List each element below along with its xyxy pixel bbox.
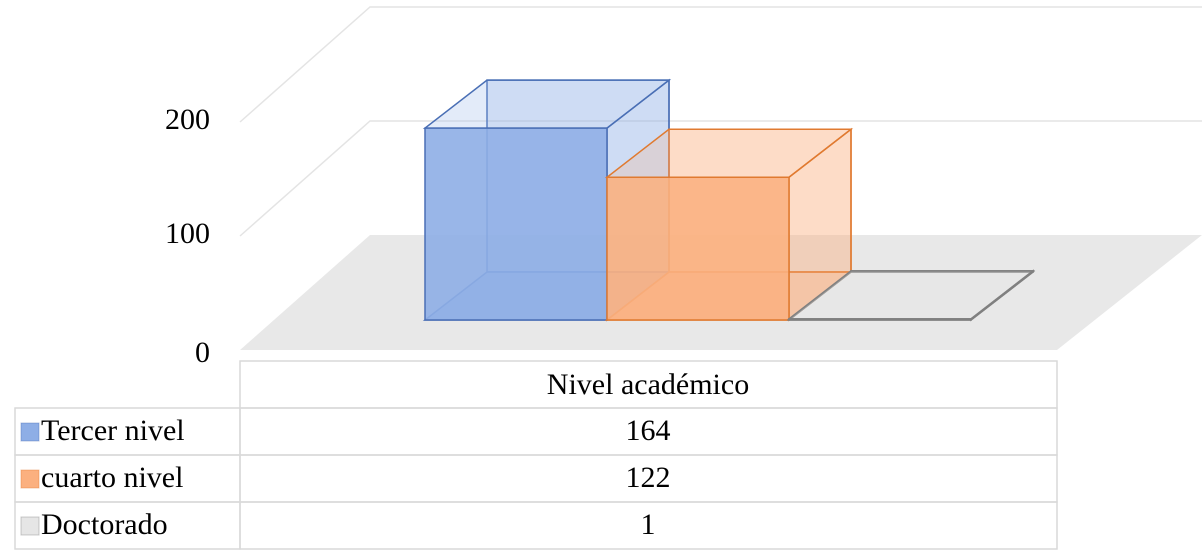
legend-key xyxy=(20,516,40,536)
legend-label: Tercer nivel xyxy=(41,414,185,447)
grid-line xyxy=(239,6,1202,123)
legend-key xyxy=(20,422,40,442)
bar-3d xyxy=(786,269,1036,322)
table-value-cell xyxy=(239,501,1058,550)
legend-label: cuarto nivel xyxy=(41,461,183,494)
y-tick-label: 0 xyxy=(195,336,210,369)
bar-3d xyxy=(604,127,854,322)
legend-label: Doctorado xyxy=(41,508,168,541)
bar xyxy=(424,127,608,321)
category-label: Nivel académico xyxy=(547,368,749,401)
table-value: 1 xyxy=(641,508,656,541)
bar xyxy=(606,176,790,321)
y-tick-label: 200 xyxy=(165,103,210,136)
bar xyxy=(788,318,972,321)
grid-line xyxy=(239,120,1202,237)
table-value: 164 xyxy=(626,414,671,447)
table-value: 122 xyxy=(626,461,671,494)
legend-key xyxy=(20,469,40,489)
y-tick-label: 100 xyxy=(165,217,210,250)
